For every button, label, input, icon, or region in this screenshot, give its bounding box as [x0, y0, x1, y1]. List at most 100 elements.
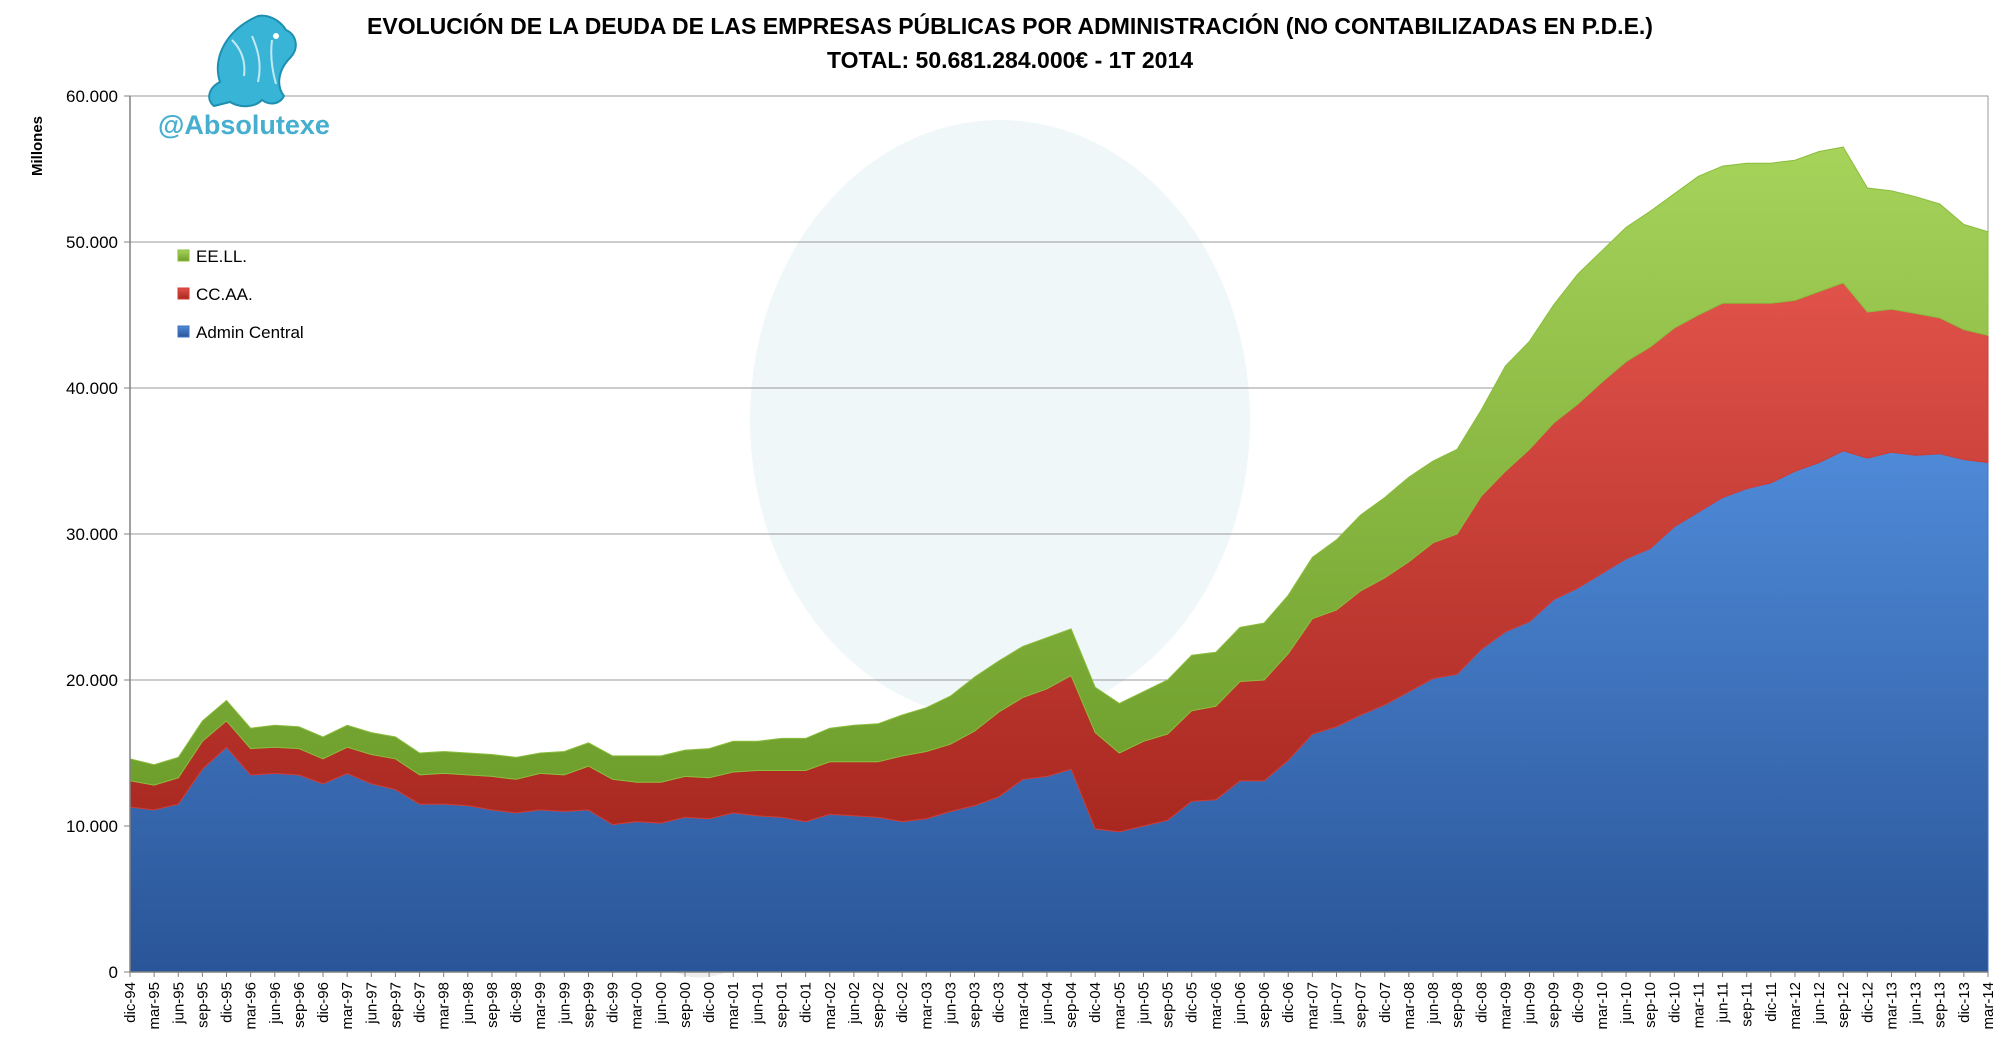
x-tick-label: mar-96: [243, 982, 260, 1030]
x-tick-label: mar-00: [629, 982, 646, 1030]
legend-swatch-ee-ll: [177, 249, 190, 262]
x-tick-label: mar-04: [1015, 982, 1032, 1030]
legend: EE.LL. CC.AA. Admin Central: [177, 247, 304, 342]
x-tick-label: mar-08: [1401, 982, 1418, 1030]
y-tick-label: 0: [109, 963, 118, 982]
y-tick-label: 40.000: [66, 379, 118, 398]
x-tick-label: sep-06: [1256, 982, 1273, 1028]
area-series-ee-ll: [129, 146, 1989, 786]
x-tick-label: jun-05: [1135, 982, 1152, 1025]
x-tick-label: jun-98: [460, 982, 477, 1025]
x-tick-label: sep-05: [1160, 982, 1177, 1028]
x-tick-label: jun-99: [556, 982, 573, 1025]
x-tick-label: jun-04: [1039, 982, 1056, 1025]
logo-griffin-icon: [208, 14, 297, 108]
x-tick-label: dic-05: [1184, 982, 1201, 1023]
x-tick-label: mar-10: [1594, 982, 1611, 1030]
x-tick-label: mar-11: [1690, 982, 1707, 1028]
x-tick-label: dic-07: [1377, 982, 1394, 1023]
x-tick-label: jun-03: [942, 982, 959, 1025]
x-tick-label: mar-95: [146, 982, 163, 1030]
x-tick-label: dic-99: [605, 982, 622, 1023]
x-tick-label: sep-01: [774, 982, 791, 1028]
brand-handle: @Absolutexe: [158, 110, 330, 140]
x-tick-label: sep-00: [677, 982, 694, 1028]
x-tick-label: dic-09: [1570, 982, 1587, 1023]
x-tick-label: sep-04: [1063, 982, 1080, 1028]
x-tick-label: mar-03: [918, 982, 935, 1030]
legend-swatch-admin-central: [177, 325, 190, 338]
y-axis-ticks: 0 10.000 20.000 30.000 40.000 50.000 60.000: [66, 87, 130, 982]
x-tick-label: sep-13: [1932, 982, 1949, 1028]
x-tick-label: dic-95: [219, 982, 236, 1023]
x-tick-label: mar-02: [822, 982, 839, 1030]
legend-label-admin-central: Admin Central: [196, 323, 304, 342]
y-tick-label: 20.000: [66, 671, 118, 690]
x-tick-label: jun-10: [1618, 982, 1635, 1025]
x-tick-label: dic-12: [1859, 982, 1876, 1023]
x-tick-label: dic-10: [1666, 982, 1683, 1023]
x-tick-label: sep-95: [194, 982, 211, 1028]
x-tick-label: jun-02: [846, 982, 863, 1025]
x-tick-label: sep-09: [1546, 982, 1563, 1028]
watermark-emblem: [750, 120, 1250, 720]
x-tick-label: jun-00: [653, 982, 670, 1025]
x-tick-label: dic-04: [1087, 982, 1104, 1023]
x-tick-label: mar-07: [1304, 982, 1321, 1030]
x-tick-label: mar-05: [1111, 982, 1128, 1030]
x-tick-label: jun-01: [749, 982, 766, 1025]
x-tick-label: mar-97: [339, 982, 356, 1030]
x-tick-label: dic-02: [894, 982, 911, 1023]
x-tick-label: dic-13: [1956, 982, 1973, 1023]
x-tick-label: jun-08: [1425, 982, 1442, 1025]
x-tick-label: jun-95: [170, 982, 187, 1025]
x-tick-label: dic-00: [701, 982, 718, 1023]
x-tick-label: jun-12: [1811, 982, 1828, 1025]
legend-label-ee-ll: EE.LL.: [196, 247, 247, 266]
x-tick-label: sep-08: [1449, 982, 1466, 1028]
x-tick-label: mar-13: [1883, 982, 1900, 1030]
x-tick-label: jun-97: [363, 982, 380, 1025]
x-tick-label: mar-99: [532, 982, 549, 1030]
x-tick-label: mar-06: [1208, 982, 1225, 1030]
chart-title: EVOLUCIÓN DE LA DEUDA DE LAS EMPRESAS PÚ…: [367, 12, 1653, 39]
x-axis-ticks: dic-94 mar-95 jun-95 sep-95 dic-95 mar-96 jun-…: [122, 972, 1997, 1030]
x-tick-label: dic-08: [1473, 982, 1490, 1023]
x-tick-label: jun-13: [1908, 982, 1925, 1025]
x-tick-label: sep-12: [1835, 982, 1852, 1028]
x-tick-label: sep-02: [870, 982, 887, 1028]
x-tick-label: mar-12: [1787, 982, 1804, 1030]
x-tick-label: jun-96: [267, 982, 284, 1025]
x-tick-label: jun-09: [1522, 982, 1539, 1025]
x-tick-label: dic-06: [1280, 982, 1297, 1023]
y-tick-label: 60.000: [66, 87, 118, 106]
x-tick-label: dic-94: [122, 982, 139, 1023]
x-tick-label: jun-06: [1232, 982, 1249, 1025]
chart-subtitle: TOTAL: 50.681.284.000€ - 1T 2014: [827, 47, 1193, 73]
x-tick-label: sep-98: [484, 982, 501, 1028]
x-tick-label: sep-10: [1642, 982, 1659, 1028]
x-tick-label: dic-01: [798, 982, 815, 1023]
x-tick-label: dic-96: [315, 982, 332, 1023]
x-tick-label: mar-14: [1980, 982, 1997, 1030]
x-tick-label: sep-11: [1739, 982, 1756, 1027]
x-tick-label: sep-99: [580, 982, 597, 1028]
x-tick-label: dic-98: [508, 982, 525, 1023]
y-tick-label: 10.000: [66, 817, 118, 836]
y-tick-label: 50.000: [66, 233, 118, 252]
y-tick-label: 30.000: [66, 525, 118, 544]
x-tick-label: jun-07: [1328, 982, 1345, 1025]
x-tick-label: mar-09: [1497, 982, 1514, 1030]
x-tick-label: dic-97: [412, 982, 429, 1023]
x-tick-label: sep-97: [387, 982, 404, 1028]
x-tick-label: mar-01: [725, 982, 742, 1030]
legend-swatch-cc-aa: [177, 287, 190, 300]
x-tick-label: sep-96: [291, 982, 308, 1028]
x-tick-label: mar-98: [436, 982, 453, 1030]
x-tick-label: sep-07: [1353, 982, 1370, 1028]
x-tick-label: dic-03: [991, 982, 1008, 1023]
x-tick-label: dic-11: [1763, 982, 1780, 1022]
x-tick-label: jun-11: [1715, 982, 1732, 1024]
x-tick-label: sep-03: [967, 982, 984, 1028]
